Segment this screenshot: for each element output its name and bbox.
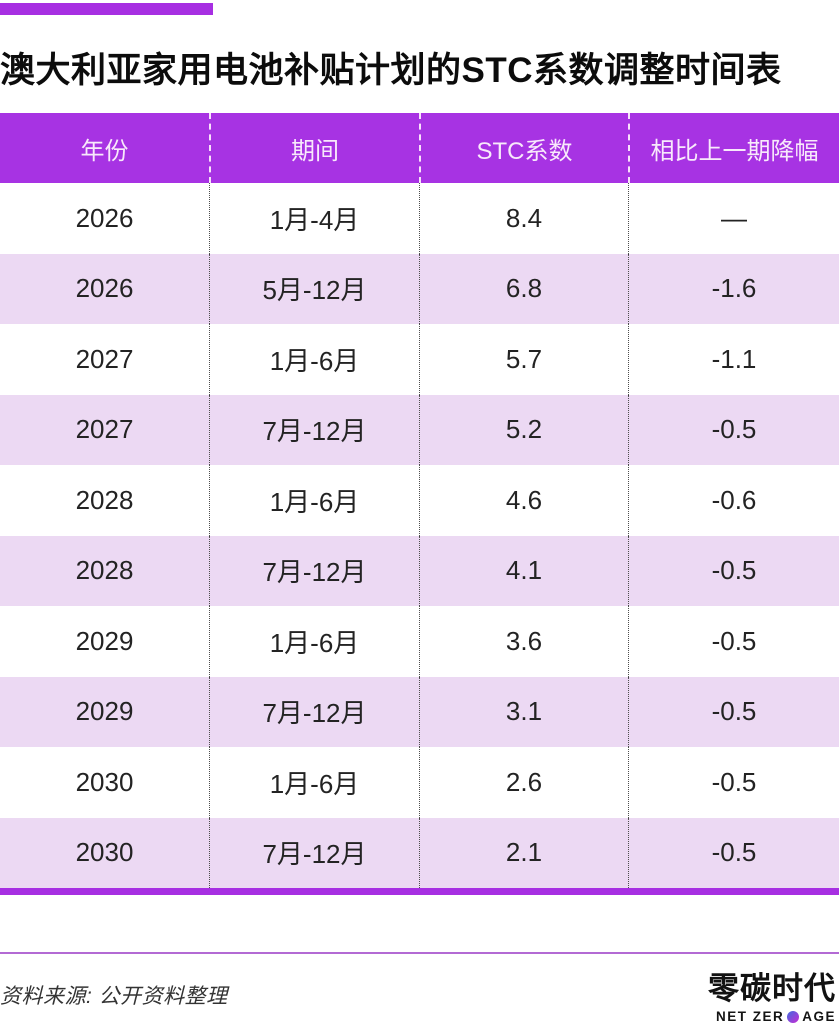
cell-year: 2030: [75, 837, 134, 868]
table-row: 2026 1月-4月 8.4—: [0, 183, 839, 254]
cell-period: 7月-12月: [209, 817, 419, 888]
cell-year: 2026: [75, 273, 134, 304]
table-bottom-rule: [0, 888, 839, 895]
table-row: 2027 7月-12月 5.2 -0.5: [0, 394, 839, 465]
header-year: 年份: [80, 137, 129, 165]
cell-period: 1月-4月: [209, 183, 419, 254]
cell-decline: -0.5: [628, 747, 839, 818]
cell-year: 2028: [75, 555, 134, 586]
cell-stc-coefficient: 3.6: [419, 606, 628, 677]
table-row: 2029 1月-6月 3.6 -0.5: [0, 606, 839, 677]
stc-table: 年份 期间 STC系数 相比上一期降幅 2026 1月-4月 8.4— 2026 5月-…: [0, 113, 839, 888]
cell-period: 1月-6月: [209, 465, 419, 536]
cell-period: 5月-12月: [209, 253, 419, 324]
cell-year: 2030: [75, 766, 134, 797]
table-row: 2030 7月-12月 2.1 -0.5: [0, 817, 839, 888]
cell-stc-coefficient: 8.4: [419, 183, 628, 254]
page-title: 澳大利亚家用电池补贴计划的STC系数调整时间表: [0, 51, 782, 90]
cell-period: 7月-12月: [209, 676, 419, 747]
cell-decline: -1.6: [628, 253, 839, 324]
cell-decline: -0.5: [628, 535, 839, 606]
footer-divider: [0, 952, 839, 954]
cell-stc-coefficient: 3.1: [419, 676, 628, 747]
cell-decline: -0.5: [628, 817, 839, 888]
cell-period: 1月-6月: [209, 606, 419, 677]
header-period: 期间: [209, 113, 419, 183]
cell-stc-coefficient: 2.6: [419, 747, 628, 818]
cell-stc-coefficient: 5.2: [419, 394, 628, 465]
brand-logo: 零碳时代 NET ZER AGE: [708, 971, 836, 1024]
cell-decline: —: [628, 183, 839, 254]
table-row: 2029 7月-12月 3.1 -0.5: [0, 676, 839, 747]
cell-period: 1月-6月: [209, 324, 419, 395]
cell-decline: -0.5: [628, 606, 839, 677]
header-decline-vs-previous: 相比上一期降幅: [628, 113, 839, 183]
brand-logo-chinese: 零碳时代: [708, 971, 836, 1007]
table-body: 2026 1月-4月 8.4—2026 5月-12月 6.8 -1.6 2027 1月-6月 5…: [0, 183, 839, 888]
cell-stc-coefficient: 6.8: [419, 253, 628, 324]
cell-decline: -0.5: [628, 394, 839, 465]
brand-logo-en-right: AGE: [802, 1009, 836, 1025]
cell-stc-coefficient: 4.1: [419, 535, 628, 606]
cell-year: 2028: [75, 484, 134, 515]
accent-bar: [0, 3, 213, 15]
cell-year: 2026: [75, 202, 134, 233]
cell-year: 2027: [75, 343, 134, 374]
table-row: 2028 1月-6月 4.6 -0.6: [0, 465, 839, 536]
cell-stc-coefficient: 5.7: [419, 324, 628, 395]
table-row: 2030 1月-6月 2.6 -0.5: [0, 747, 839, 818]
table-header-row: 年份 期间 STC系数 相比上一期降幅: [0, 113, 839, 183]
table-row: 2027 1月-6月 5.7 -1.1: [0, 324, 839, 395]
cell-period: 7月-12月: [209, 394, 419, 465]
brand-logo-en-left: NET ZER: [715, 1009, 785, 1025]
cell-period: 1月-6月: [209, 747, 419, 818]
logo-dot-icon: [787, 1010, 800, 1023]
header-stc-coefficient: STC系数: [419, 113, 628, 183]
cell-period: 7月-12月: [209, 535, 419, 606]
cell-stc-coefficient: 2.1: [419, 817, 628, 888]
brand-logo-english: NET ZER AGE: [708, 1009, 836, 1024]
table-row: 2028 7月-12月 4.1 -0.5: [0, 535, 839, 606]
cell-year: 2029: [75, 696, 134, 727]
cell-decline: -0.6: [628, 465, 839, 536]
table-row: 2026 5月-12月 6.8 -1.6: [0, 253, 839, 324]
cell-decline: -1.1: [628, 324, 839, 395]
cell-year: 2027: [75, 414, 134, 445]
source-note: 资料来源: 公开资料整理: [0, 985, 228, 1008]
cell-year: 2029: [75, 625, 134, 656]
cell-decline: -0.5: [628, 676, 839, 747]
cell-stc-coefficient: 4.6: [419, 465, 628, 536]
